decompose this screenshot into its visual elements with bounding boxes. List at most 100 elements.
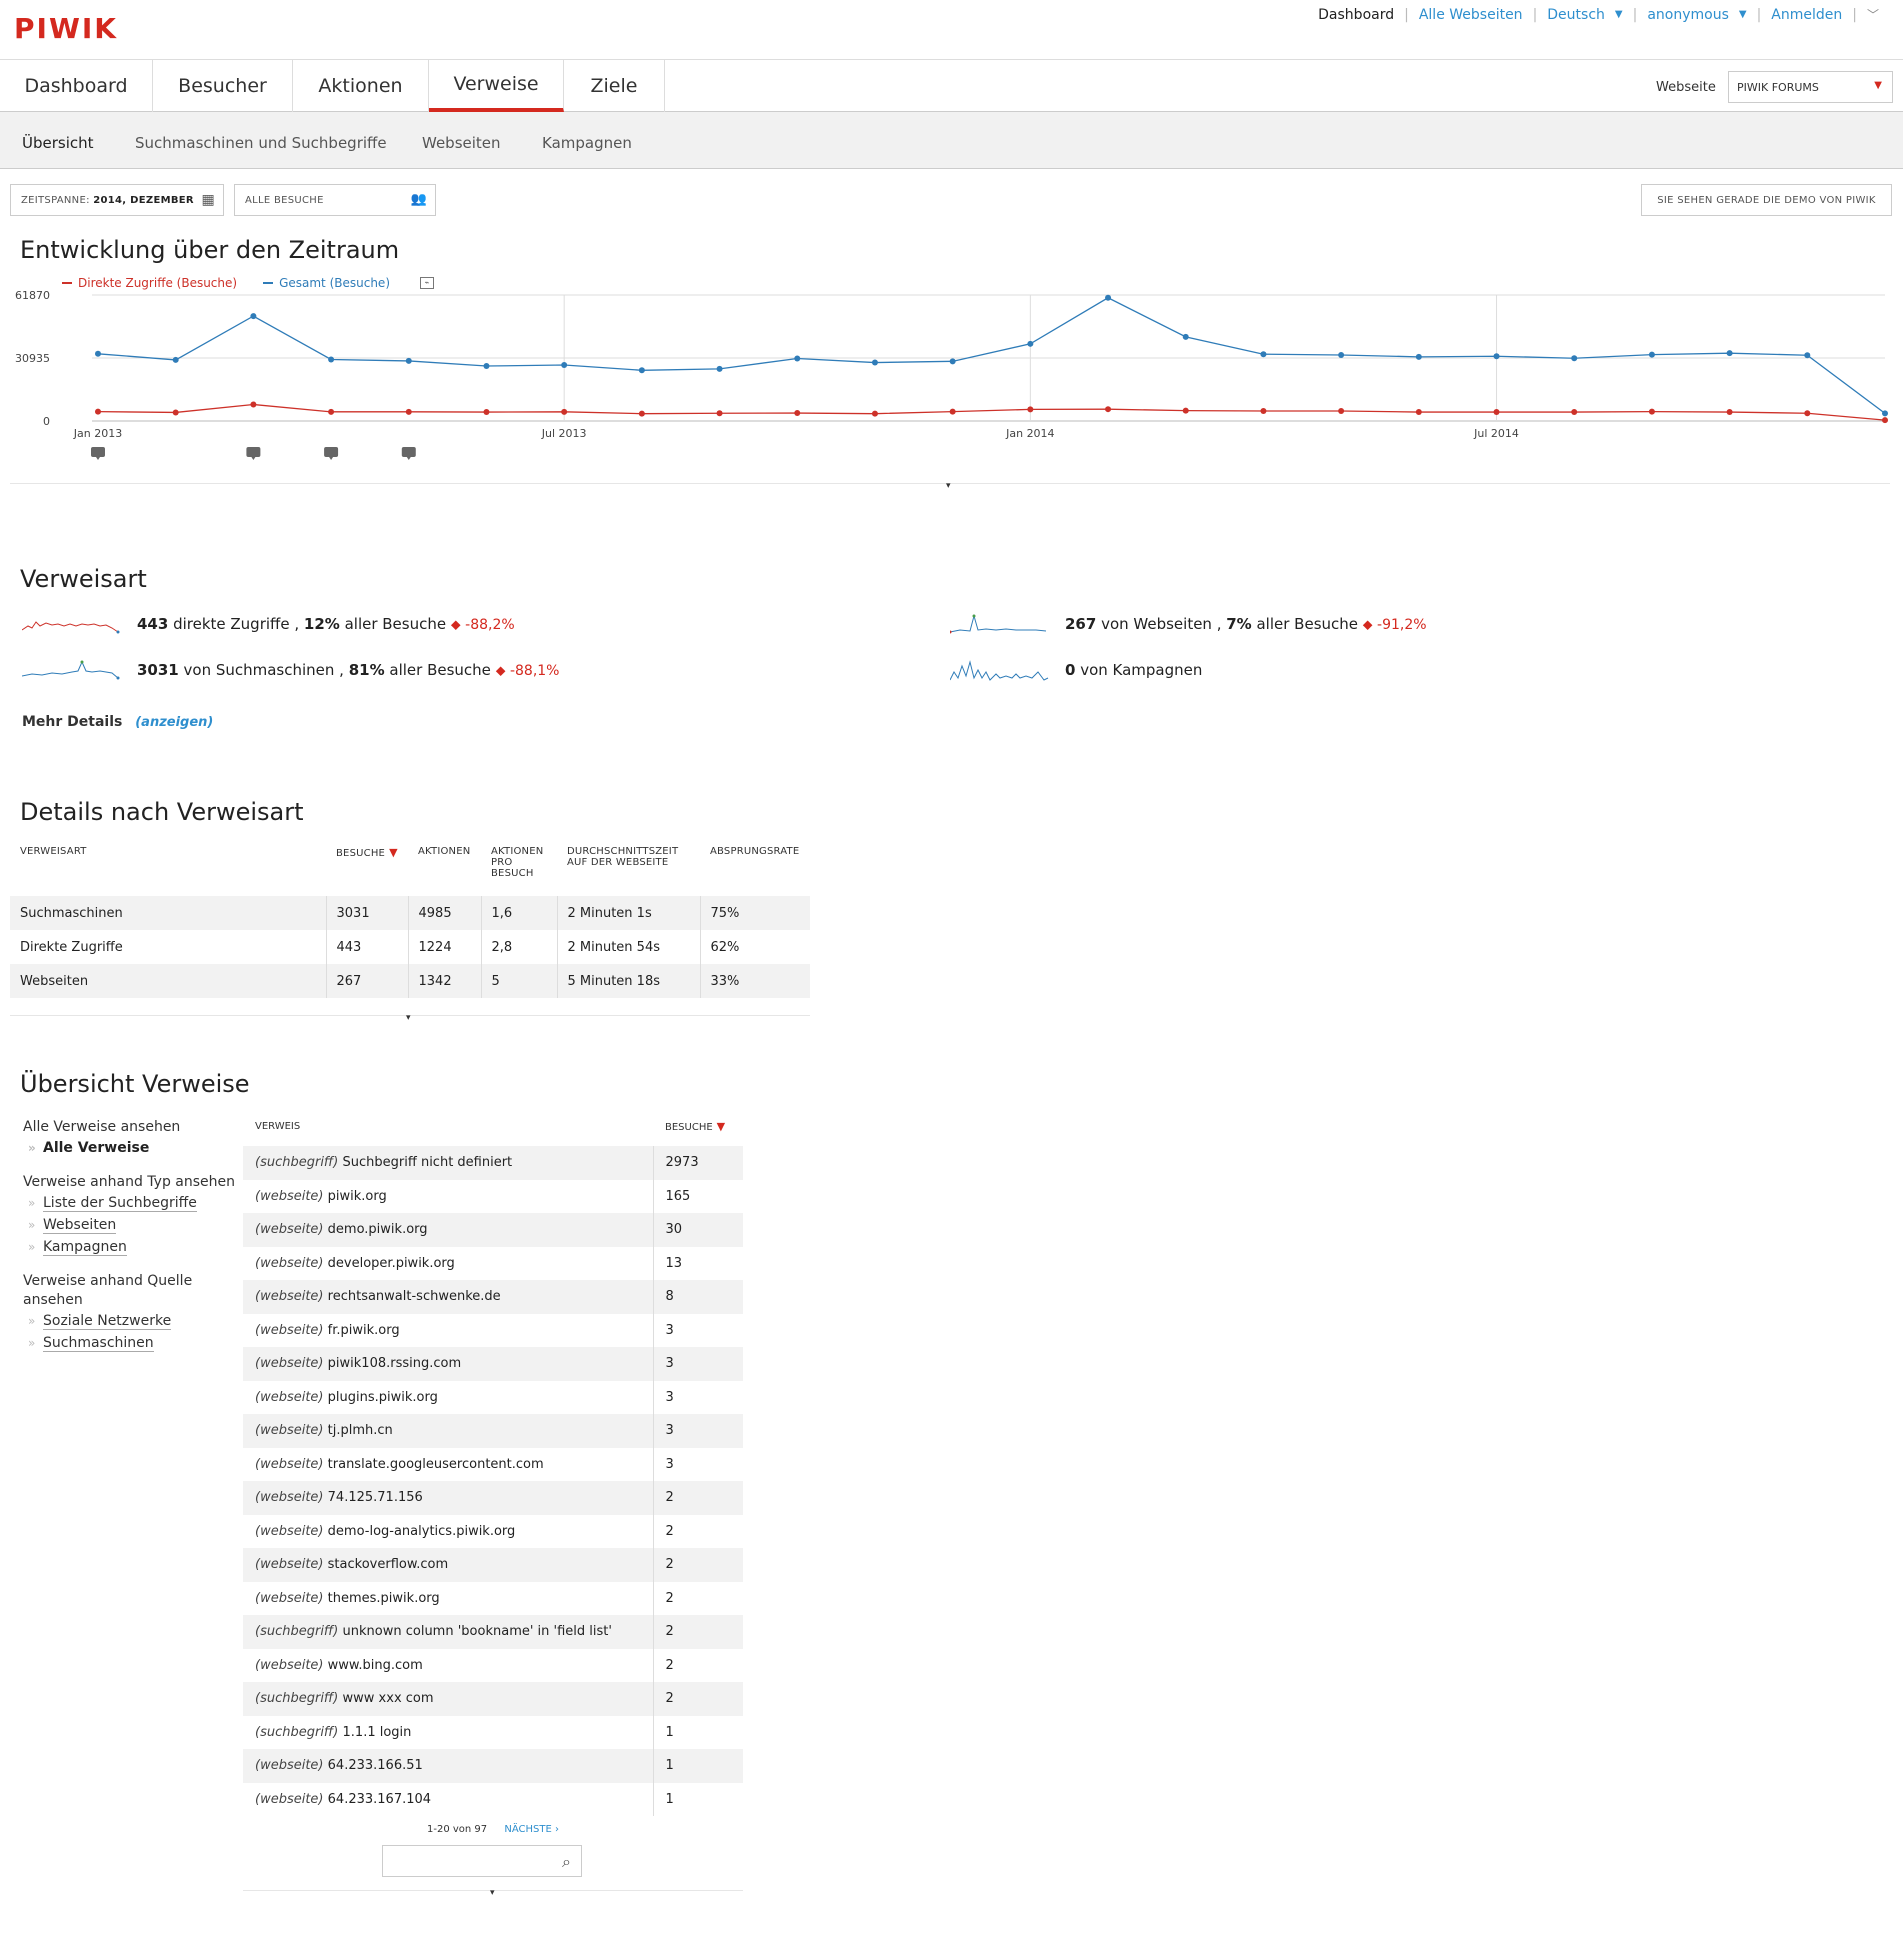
table-row[interactable]: (webseite) 64.233.167.104 1 [243,1782,743,1816]
visits-cell: 2 [652,1481,743,1515]
table-row[interactable]: (suchbegriff) Suchbegriff nicht definier… [243,1146,743,1180]
column-header[interactable]: BESUCHE ▼ [665,1119,726,1133]
y-tick-label: 30935 [15,352,50,365]
annotation-icon[interactable] [246,447,261,460]
table-row[interactable]: (webseite) demo.piwik.org 30 [243,1213,743,1247]
user-menu[interactable]: anonymous [1647,6,1729,23]
sidebar-item-kampagnen[interactable]: Kampagnen [23,1236,243,1258]
subnav-item-webseiten[interactable]: Webseiten [422,134,501,152]
period-selector[interactable]: ZEITSPANNE: 2014, DEZEMBER ▦ [10,184,224,216]
data-point [405,408,412,415]
chevron-down-icon[interactable]: ▼ [1614,9,1623,20]
column-header[interactable]: DURCHSCHNITTSZEIT AUF DER WEBSEITE [567,846,679,868]
column-header[interactable]: AKTIONEN [418,846,471,857]
referrer-name: tj.plmh.cn [327,1423,393,1439]
more-details-link[interactable]: (anzeigen) [135,715,214,730]
column-header[interactable]: VERWEISART [20,846,87,857]
language-selector[interactable]: Deutsch [1547,6,1605,23]
subnav-item-kampagnen[interactable]: Kampagnen [542,134,632,152]
table-row[interactable]: Suchmaschinen 3031 4985 1,6 2 Minuten 1s 75% [10,896,810,930]
table-footer-toggle[interactable]: ▾ [406,1013,411,1023]
top-link-all-sites[interactable]: Alle Webseiten [1418,6,1523,23]
table-row[interactable]: (webseite) piwik.org 165 [243,1179,743,1213]
table-row[interactable]: (webseite) tj.plmh.cn 3 [243,1414,743,1448]
visits-cell: 3 [652,1447,743,1481]
legend-label-total[interactable]: Gesamt (Besuche) [279,276,390,290]
sidebar-item-suchbegriffe[interactable]: Liste der Suchbegriffe [23,1192,243,1214]
overview-title: Übersicht Verweise [20,1070,250,1098]
legend-label-direct[interactable]: Direkte Zugriffe (Besuche) [78,276,238,290]
chart-footer-toggle[interactable]: ▾ [946,481,951,491]
annotation-icon[interactable] [324,447,339,460]
sidebar-item-suchmaschinen[interactable]: Suchmaschinen [23,1332,243,1354]
column-header[interactable]: VERWEIS [255,1120,301,1132]
demo-button[interactable]: SIE SEHEN GERADE DIE DEMO VON PIWIK [1641,184,1892,216]
subnav-item-uebersicht[interactable]: Übersicht [22,134,94,152]
table-row[interactable]: (suchbegriff) unknown column 'bookname' … [243,1615,743,1649]
data-point [1027,406,1034,413]
sidebar-item-soziale-netzwerke[interactable]: Soziale Netzwerke [23,1310,243,1332]
tab-ziele[interactable]: Ziele [564,60,665,112]
top-link-dashboard[interactable]: Dashboard [1318,6,1395,23]
data-point [1260,408,1267,415]
tab-verweise[interactable]: Verweise [429,60,564,112]
table-row[interactable]: (webseite) 64.233.166.51 1 [243,1749,743,1783]
search-icon[interactable]: ⌕ [562,1852,571,1871]
login-link[interactable]: Anmelden [1771,6,1843,23]
period-label: ZEITSPANNE: [21,195,90,206]
table-row[interactable]: (webseite) piwik108.rssing.com 3 [243,1347,743,1381]
annotation-icon[interactable] [401,447,416,460]
verweisart-direct: 443 direkte Zugriffe , 12% aller Besuche… [137,615,515,633]
column-header[interactable]: AKTIONEN PRO BESUCH [491,846,544,879]
referrer-name: plugins.piwik.org [327,1389,438,1405]
data-point [405,357,412,364]
subnav-item-suchmaschinen[interactable]: Suchmaschinen und Suchbegriffe [135,134,387,152]
table-row[interactable]: (webseite) plugins.piwik.org 3 [243,1380,743,1415]
referrer-cell: (webseite) demo-log-analytics.piwik.org [243,1515,653,1549]
table-row[interactable]: (webseite) translate.googleusercontent.c… [243,1447,743,1481]
separator: | [1404,6,1409,23]
site-selector[interactable]: PIWIK FORUMS ▼ [1728,71,1893,103]
referrer-type: (webseite) [255,1322,324,1338]
table-row[interactable]: (webseite) rechtsanwalt-schwenke.de 8 [243,1280,743,1314]
referrer-cell: (suchbegriff) www xxx com [243,1682,653,1716]
referrer-type: (webseite) [255,1289,324,1305]
table-row[interactable]: (webseite) 74.125.71.156 2 [243,1481,743,1515]
segment-selector[interactable]: ALLE BESUCHE 👥 [234,184,436,216]
table-footer-toggle[interactable]: ▾ [490,1888,495,1898]
referrer-cell: (webseite) plugins.piwik.org [243,1381,653,1415]
column-header[interactable]: BESUCHE ▼ [336,846,398,859]
piwik-logo[interactable]: PIWIK [14,12,118,45]
table-row[interactable]: (webseite) www.bing.com 2 [243,1648,743,1682]
pagination: 1-20 von 97 NÄCHSTE › [427,1824,559,1835]
segment-value: ALLE BESUCHE [245,195,324,206]
chevron-down-icon[interactable]: ﹀ [1866,8,1879,22]
table-row[interactable]: (suchbegriff) 1.1.1 login 1 [243,1715,743,1749]
annotation-icon[interactable] [91,447,105,460]
chevron-down-icon[interactable]: ▼ [1738,9,1747,20]
tab-besucher[interactable]: Besucher [153,60,293,112]
export-image-icon[interactable]: ⌁ [420,277,434,289]
table-row[interactable]: (webseite) developer.piwik.org 13 [243,1246,743,1280]
table-row[interactable]: (webseite) demo-log-analytics.piwik.org 2 [243,1514,743,1549]
referrer-type: (webseite) [255,1255,324,1271]
tab-dashboard[interactable]: Dashboard [0,60,153,112]
next-page-link[interactable]: NÄCHSTE › [504,1824,559,1835]
sidebar-item-alle-verweise[interactable]: Alle Verweise [23,1137,243,1159]
table-row[interactable]: (webseite) themes.piwik.org 2 [243,1581,743,1615]
data-point [1338,352,1345,359]
pagination-info: 1-20 von 97 [427,1824,488,1835]
table-row[interactable]: (webseite) stackoverflow.com 2 [243,1548,743,1582]
column-header[interactable]: ABSPRUNGSRATE [710,846,800,857]
data-point [561,361,568,368]
tab-aktionen[interactable]: Aktionen [293,60,429,112]
table-row[interactable]: (suchbegriff) www xxx com 2 [243,1682,743,1716]
referrer-type: (webseite) [255,1523,324,1539]
sidebar-item-webseiten[interactable]: Webseiten [23,1214,243,1236]
table-row[interactable]: Webseiten 267 1342 5 5 Minuten 18s 33% [10,964,810,998]
search-input[interactable]: ⌕ [382,1845,582,1877]
referrer-cell: (webseite) demo.piwik.org [243,1213,653,1247]
top-links: Dashboard | Alle Webseiten | Deutsch ▼ |… [1318,6,1879,23]
table-row[interactable]: Direkte Zugriffe 443 1224 2,8 2 Minuten 54s 6… [10,930,810,964]
table-row[interactable]: (webseite) fr.piwik.org 3 [243,1313,743,1347]
